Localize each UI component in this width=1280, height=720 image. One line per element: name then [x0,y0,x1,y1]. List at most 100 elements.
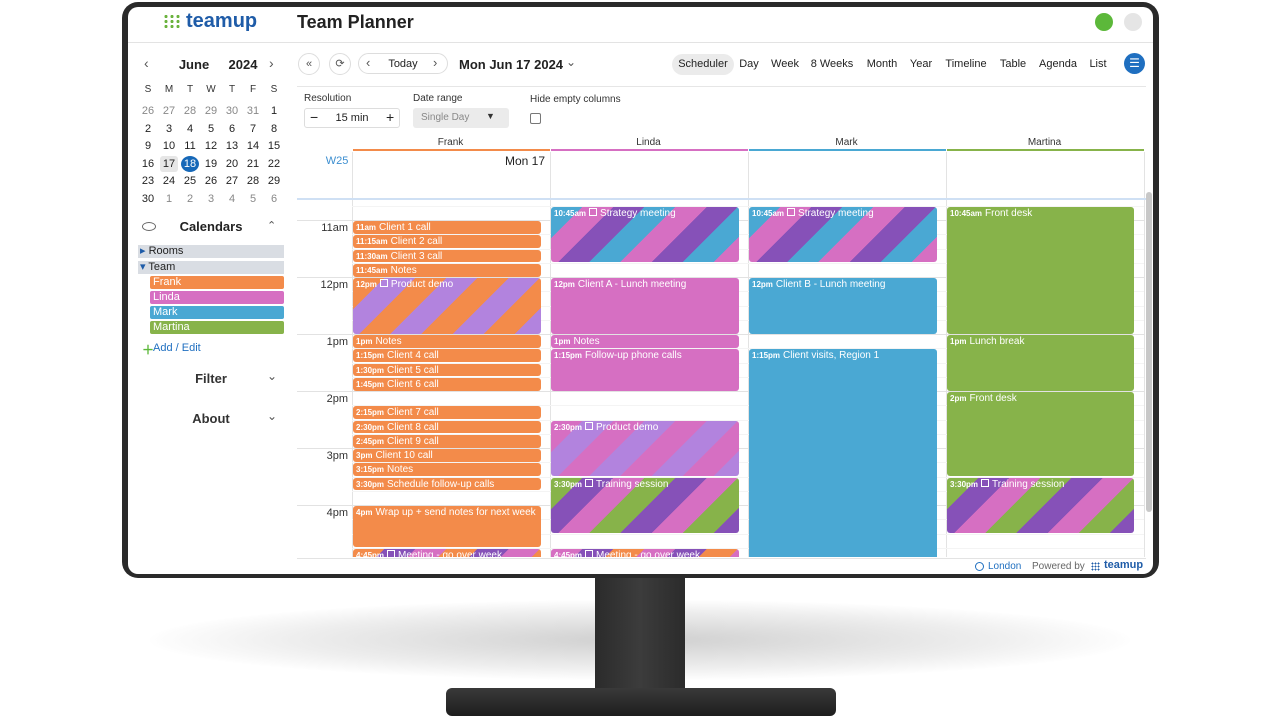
event[interactable]: 11:15am Client 2 call [353,235,541,248]
day[interactable]: 12 [204,140,218,152]
day[interactable]: 23 [141,175,155,187]
view-tab[interactable]: Scheduler [672,54,734,75]
day[interactable]: 27 [225,175,239,187]
minus[interactable]: − [310,109,319,125]
view-tab[interactable]: List [1089,58,1107,70]
collapse[interactable]: ⌃ [267,220,277,232]
day[interactable]: 9 [144,140,152,152]
event[interactable]: 3:30pm Training session [551,477,739,533]
day[interactable]: 3 [165,122,173,135]
collapse-button[interactable]: « [298,53,320,75]
event[interactable]: 3pm Client 10 call [353,449,541,462]
day[interactable]: 20 [225,157,239,170]
view-tab[interactable]: Timeline [945,58,987,70]
day[interactable]: 2 [144,122,152,135]
today[interactable]: Today [388,58,418,70]
day[interactable]: 6 [228,122,236,135]
event[interactable]: 3:15pm Notes [353,463,541,476]
prev[interactable]: ‹ [366,55,371,70]
day[interactable]: 27 [162,105,176,117]
current-date[interactable]: Mon Jun 17 2024 [459,57,564,72]
view-tab[interactable]: Week [771,58,799,70]
day[interactable]: 21 [246,157,260,170]
event[interactable]: 4pm Wrap up + send notes for next week [353,506,541,548]
add-edit[interactable]: Add / Edit [153,342,201,354]
calendar-item[interactable]: Martina [150,321,284,334]
view-tab[interactable]: Day [739,58,759,70]
day[interactable]: 10 [162,140,176,152]
event[interactable]: 3:30pm Schedule follow-up calls [353,477,541,491]
day[interactable]: 22 [267,157,281,170]
day[interactable]: 28 [246,175,260,187]
day[interactable]: 30 [141,192,155,205]
day[interactable]: 26 [204,175,218,187]
day[interactable]: 28 [183,105,197,117]
event[interactable]: 12pm Product demo [353,278,541,334]
day[interactable]: 3 [207,192,215,205]
section-title[interactable]: Filter [195,371,227,386]
timezone[interactable]: London [988,561,1022,572]
event[interactable]: 1:15pm Follow-up phone calls [551,349,739,391]
day[interactable]: 29 [204,105,218,117]
day[interactable]: 5 [207,122,215,135]
day[interactable]: 19 [204,157,218,170]
day[interactable]: 13 [225,140,239,152]
day[interactable]: 31 [246,105,260,117]
day[interactable]: 1 [165,192,173,205]
search-button[interactable] [1124,13,1142,31]
event[interactable]: 4:45pm Meeting - go over week [551,548,739,557]
view-tab[interactable]: Agenda [1039,58,1077,70]
day[interactable]: 14 [246,140,260,152]
day[interactable]: 29 [267,175,281,187]
select[interactable] [413,108,509,128]
event[interactable]: 4:45pm Meeting - go over week [353,548,541,557]
day[interactable]: 2 [186,192,194,205]
day[interactable]: 25 [183,175,197,187]
calendar-item[interactable]: Frank [150,276,284,289]
add-button[interactable] [1095,13,1113,31]
event[interactable]: 11am Client 1 call [353,221,541,234]
event[interactable]: 1:15pm Client visits, Region 1 [749,349,937,557]
next[interactable]: › [433,55,438,70]
day[interactable]: 7 [249,122,257,135]
view-tab[interactable]: Table [999,58,1027,70]
checkbox[interactable] [530,113,541,124]
event[interactable]: 2:30pm Client 8 call [353,420,541,434]
view-tab[interactable]: Month [866,58,898,70]
event[interactable]: 10:45am Front desk [947,206,1134,334]
day[interactable]: 6 [270,192,278,205]
day[interactable]: 4 [186,122,194,135]
prev-month[interactable]: ‹ [144,55,149,71]
view-tab[interactable]: 8 Weeks [810,58,854,70]
event[interactable]: 2:45pm Client 9 call [353,434,541,448]
day[interactable]: 30 [225,105,239,117]
event[interactable]: 10:45am Strategy meeting [551,206,739,263]
day[interactable]: 4 [228,192,236,205]
event[interactable]: 3:30pm Training session [947,477,1134,533]
event[interactable]: 12pm Client A - Lunch meeting [551,278,739,334]
calendar-item[interactable]: Linda [150,291,284,304]
plus[interactable]: + [386,109,395,125]
event[interactable]: 2:15pm Client 7 call [353,406,541,419]
event[interactable]: 11:45am Notes [353,263,541,277]
calendar-item[interactable]: Mark [150,306,284,319]
event[interactable]: 1pm Notes [551,335,739,348]
day[interactable]: 1 [270,105,278,117]
refresh-button[interactable]: ⟳ [329,53,351,75]
date-dropdown[interactable]: ⌄ [566,55,577,69]
day[interactable]: 5 [249,192,257,205]
next-month[interactable]: › [269,55,274,71]
day[interactable]: 15 [267,140,281,152]
menu-button[interactable]: ☰ [1124,53,1145,74]
day[interactable]: 8 [270,122,278,135]
event[interactable]: 1:45pm Client 6 call [353,377,541,391]
event[interactable]: 12pm Client B - Lunch meeting [749,278,937,334]
event[interactable]: 2:30pm Product demo [551,420,739,476]
today-pill[interactable] [358,53,448,74]
section-title[interactable]: About [192,411,230,426]
event[interactable]: 10:45am Strategy meeting [749,206,937,263]
day[interactable]: 17 [160,155,178,172]
folder[interactable]: ▸ Rooms [138,245,284,258]
event[interactable]: 11:30am Client 3 call [353,249,541,263]
event[interactable]: 1pm Lunch break [947,335,1134,391]
